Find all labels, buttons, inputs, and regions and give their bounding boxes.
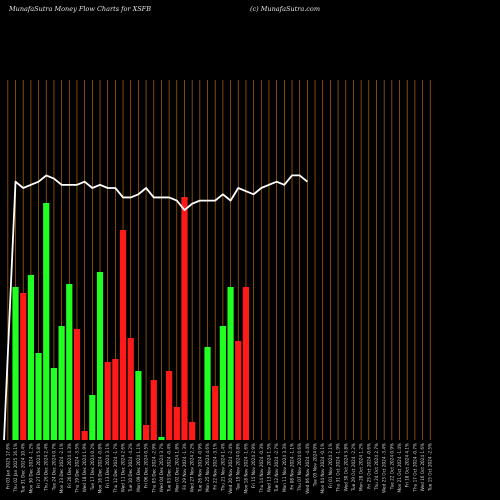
money-flow-bar <box>158 437 165 440</box>
x-tick-label: Fri 08 Nov 2024 -1.1% <box>290 443 295 490</box>
x-tick-label: Fri 20 Dec 2024 4.3% <box>67 443 72 488</box>
x-tick-label: Wed 11 Dec 2024 2.6% <box>121 443 126 492</box>
x-tick-label: Thu 02 Jan 2025 16.1% <box>13 443 18 493</box>
x-tick-label: Tue 24 Dec 2024 0.7% <box>51 443 56 491</box>
x-tick-label: Fri 18 Oct 2024 4.1% <box>405 443 410 487</box>
money-flow-bar <box>166 371 173 440</box>
money-flow-bar <box>104 362 111 440</box>
chart-header: MunafaSutra Money Flow Charts for XSFB (… <box>0 0 500 20</box>
x-tick-label: Mon 11 Nov 2024 3.3% <box>282 443 287 492</box>
x-tick-label: Mon 04 Nov 2024 -0.1% <box>320 443 325 493</box>
money-flow-bar <box>12 287 19 440</box>
x-tick-label: Fri 03 Jan 2025 17.6% <box>5 443 10 489</box>
x-tick-label: Tue 17 Dec 2024 0.2% <box>90 443 95 491</box>
x-tick-label: Wed 27 Nov 2024 2.2% <box>190 443 195 492</box>
money-flow-bar <box>150 380 157 440</box>
money-flow-bar <box>127 338 134 440</box>
x-tick-label: Tue 31 Dec 2024 10.4% <box>21 443 26 494</box>
x-tick-label: Thu 07 Nov 2024 0.6% <box>297 443 302 492</box>
x-tick-label: Mon 09 Dec 2024 1.1% <box>136 443 141 492</box>
money-flow-bar <box>204 347 211 440</box>
chart-title: MunafaSutra Money Flow Charts for XSFB <box>9 5 151 13</box>
x-tick-label: Tue 12 Nov 2024 -2.7% <box>274 443 279 493</box>
x-tick-label: Thu 24 Oct 2024 2.7% <box>374 443 379 491</box>
x-tick-label: Mon 16 Dec 2024 -0.8% <box>98 443 103 493</box>
x-tick-label: Fri 15 Nov 2024 2.9% <box>251 443 256 488</box>
x-tick-label: Tue 03 Dec 2024 -0.4% <box>167 443 172 493</box>
x-tick-label: Wed 18 Dec 2024 1.9% <box>82 443 87 492</box>
money-flow-bar <box>219 326 226 440</box>
x-tick-label: Tue 05 Nov 2024 0% <box>313 443 318 487</box>
money-flow-bar <box>89 395 96 440</box>
x-tick-label: Mon 25 Nov 2024 4.6% <box>205 443 210 492</box>
x-tick-label: Wed 30 Oct 2024 3.8% <box>343 443 348 491</box>
money-flow-bar <box>212 386 219 440</box>
x-tick-label: Mon 30 Dec 2024 -1.2% <box>28 443 33 493</box>
money-flow-bar <box>173 407 180 440</box>
x-tick-label: Thu 31 Oct 2024 -1.9% <box>336 443 341 493</box>
money-flow-bar <box>135 371 142 440</box>
x-tick-label: Tue 26 Nov 2024 -0.9% <box>197 443 202 493</box>
x-tick-label: Tue 29 Oct 2024 -2.2% <box>351 443 356 492</box>
money-flow-bar <box>112 359 119 440</box>
money-flow-bar <box>142 425 150 440</box>
money-flow-bar <box>181 197 188 440</box>
money-flow-bar <box>66 284 73 440</box>
money-flow-bar <box>96 272 104 440</box>
money-flow-bar <box>43 203 50 440</box>
x-tick-label: Thu 12 Dec 2024 -1.7% <box>113 443 118 493</box>
x-tick-label: Fri 27 Dec 2024 5.8% <box>36 443 41 488</box>
x-tick-label: Wed 16 Oct 2024 1.6% <box>420 443 425 491</box>
x-tick-label: Thu 17 Oct 2024 -0.7% <box>412 443 417 493</box>
x-tick-label: Mon 28 Oct 2024 1.2% <box>359 443 364 491</box>
x-tick-label: Wed 13 Nov 2024 1.5% <box>266 443 271 492</box>
money-flow-bar <box>242 287 250 440</box>
price-line-path <box>3 174 308 441</box>
x-tick-label: Thu 19 Dec 2024 -3.5% <box>74 443 79 493</box>
x-tick-label: Mon 02 Dec 2024 1.8% <box>174 443 179 492</box>
x-tick-label: Wed 23 Oct 2024 -3.4% <box>382 443 387 493</box>
money-flow-bar <box>27 275 34 440</box>
site-credit: (c) MunafaSutra.com <box>250 5 320 13</box>
x-tick-label: Thu 21 Nov 2024 1.4% <box>220 443 225 492</box>
money-flow-bar <box>227 287 234 440</box>
x-tick-label: Wed 06 Nov 2024 -4.4% <box>305 443 310 494</box>
money-flow-bar <box>73 329 81 440</box>
x-tick-label: Tue 22 Oct 2024 0.9% <box>389 443 394 490</box>
x-tick-label: Thu 26 Dec 2024 2.4% <box>44 443 49 492</box>
x-tick-label: Mon 18 Nov 2024 -1.6% <box>243 443 248 493</box>
x-tick-label: Thu 05 Dec 2024 -2.9% <box>151 443 156 493</box>
x-tick-label: Fri 13 Dec 2024 3.1% <box>105 443 110 488</box>
money-flow-bar <box>81 431 88 440</box>
x-tick-label: Fri 01 Nov 2024 2.1% <box>328 443 333 488</box>
x-tick-label: Fri 06 Dec 2024 0.5% <box>144 443 149 488</box>
money-flow-bars <box>12 197 250 440</box>
price-line <box>3 174 308 441</box>
x-tick-label: Fri 22 Nov 2024 -3.1% <box>213 443 218 490</box>
money-flow-bar <box>20 293 27 440</box>
money-flow-bar <box>189 422 196 440</box>
money-flow-bar <box>50 368 58 440</box>
x-tick-label: Thu 14 Nov 2024 -0.3% <box>259 443 264 494</box>
x-tick-label: Tue 15 Oct 2024 -2.5% <box>428 443 433 492</box>
x-tick-label: Tue 10 Dec 2024 -4.2% <box>128 443 133 493</box>
money-flow-bar <box>119 230 127 440</box>
x-tick-label: Mon 23 Dec 2024 -2.1% <box>59 443 64 493</box>
x-tick-label: Fri 25 Oct 2024 -0.6% <box>366 443 371 489</box>
x-tick-label: Tue 19 Nov 2024 0.8% <box>236 443 241 491</box>
money-flow-bar <box>58 326 65 440</box>
x-tick-label: Mon 21 Oct 2024 -1.4% <box>397 443 402 493</box>
x-axis-tick-labels: Fri 03 Jan 2025 17.6% Thu 02 Jan 2025 16.… <box>5 443 432 494</box>
x-tick-label: Fri 29 Nov 2024 -1.3% <box>182 443 187 490</box>
money-flow-bar <box>35 353 42 440</box>
money-flow-bar <box>235 341 242 440</box>
x-tick-label: Wed 04 Dec 2024 3.7% <box>159 443 164 492</box>
x-tick-label: Wed 20 Nov 2024 -2.4% <box>228 443 233 494</box>
